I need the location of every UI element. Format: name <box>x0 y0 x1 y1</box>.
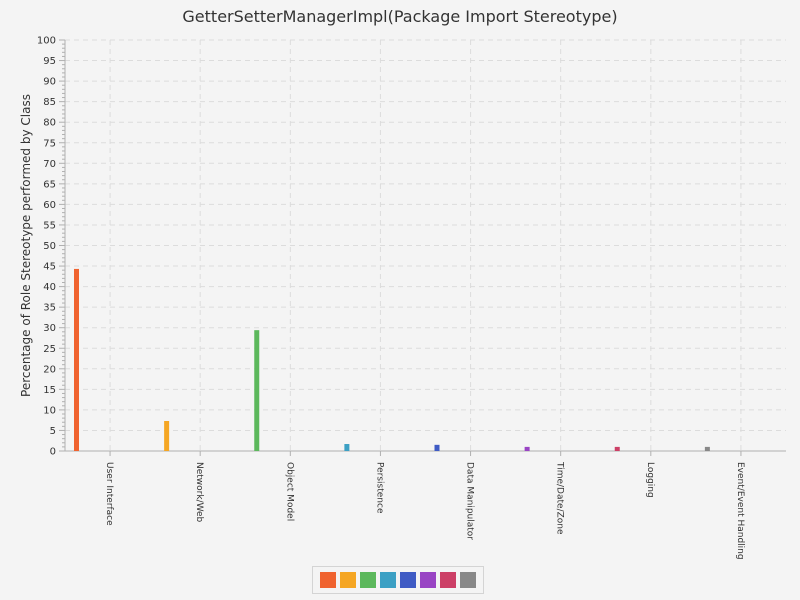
legend-swatch <box>400 572 416 588</box>
y-tick-label: 60 <box>43 200 56 211</box>
legend-swatch <box>320 572 336 588</box>
y-tick-label: 50 <box>43 241 56 252</box>
x-tick-label: User Interface <box>104 462 114 526</box>
y-tick-label: 5 <box>50 426 56 437</box>
y-tick-label: 70 <box>43 159 56 170</box>
y-tick-label: 40 <box>43 282 56 293</box>
y-tick-label: 85 <box>43 97 56 108</box>
legend-swatch <box>360 572 376 588</box>
bar <box>74 268 79 451</box>
y-tick-label: 100 <box>37 36 56 47</box>
bar <box>704 446 710 451</box>
legend-swatch <box>340 572 356 588</box>
legend-swatch <box>460 572 476 588</box>
x-tick-label: Persistence <box>374 462 384 514</box>
y-tick-label: 0 <box>50 447 56 458</box>
x-tick-label: Logging <box>645 462 655 498</box>
x-tick-label: Time/Date/Zone <box>555 461 565 535</box>
y-tick-label: 90 <box>43 77 56 88</box>
legend-swatch <box>420 572 436 588</box>
bar <box>344 444 350 451</box>
legend-swatch <box>440 572 456 588</box>
y-tick-label: 10 <box>43 405 56 416</box>
y-tick-label: 55 <box>43 220 56 231</box>
bar <box>434 444 440 451</box>
y-tick-label: 45 <box>43 262 56 273</box>
bar <box>164 420 170 451</box>
bar <box>254 330 260 451</box>
bar <box>614 446 620 451</box>
chart-title: GetterSetterManagerImpl(Package Import S… <box>182 7 618 26</box>
y-axis-label: Percentage of Role Stereotype performed … <box>19 94 33 397</box>
x-tick-label: Object Model <box>284 462 294 521</box>
x-tick-label: Network/Web <box>194 462 204 523</box>
y-tick-label: 35 <box>43 303 56 314</box>
x-tick-label: Data Manipulator <box>465 462 475 540</box>
y-tick-label: 30 <box>43 323 56 334</box>
y-tick-label: 25 <box>43 344 56 355</box>
legend <box>312 566 484 594</box>
bar <box>524 446 530 451</box>
y-tick-label: 75 <box>43 138 56 149</box>
y-tick-label: 15 <box>43 385 56 396</box>
x-tick-label: Event/Event Handling <box>735 462 745 560</box>
y-tick-label: 95 <box>43 56 56 67</box>
y-tick-label: 65 <box>43 179 56 190</box>
y-tick-label: 20 <box>43 364 56 375</box>
legend-swatch <box>380 572 396 588</box>
y-tick-label: 80 <box>43 118 56 129</box>
